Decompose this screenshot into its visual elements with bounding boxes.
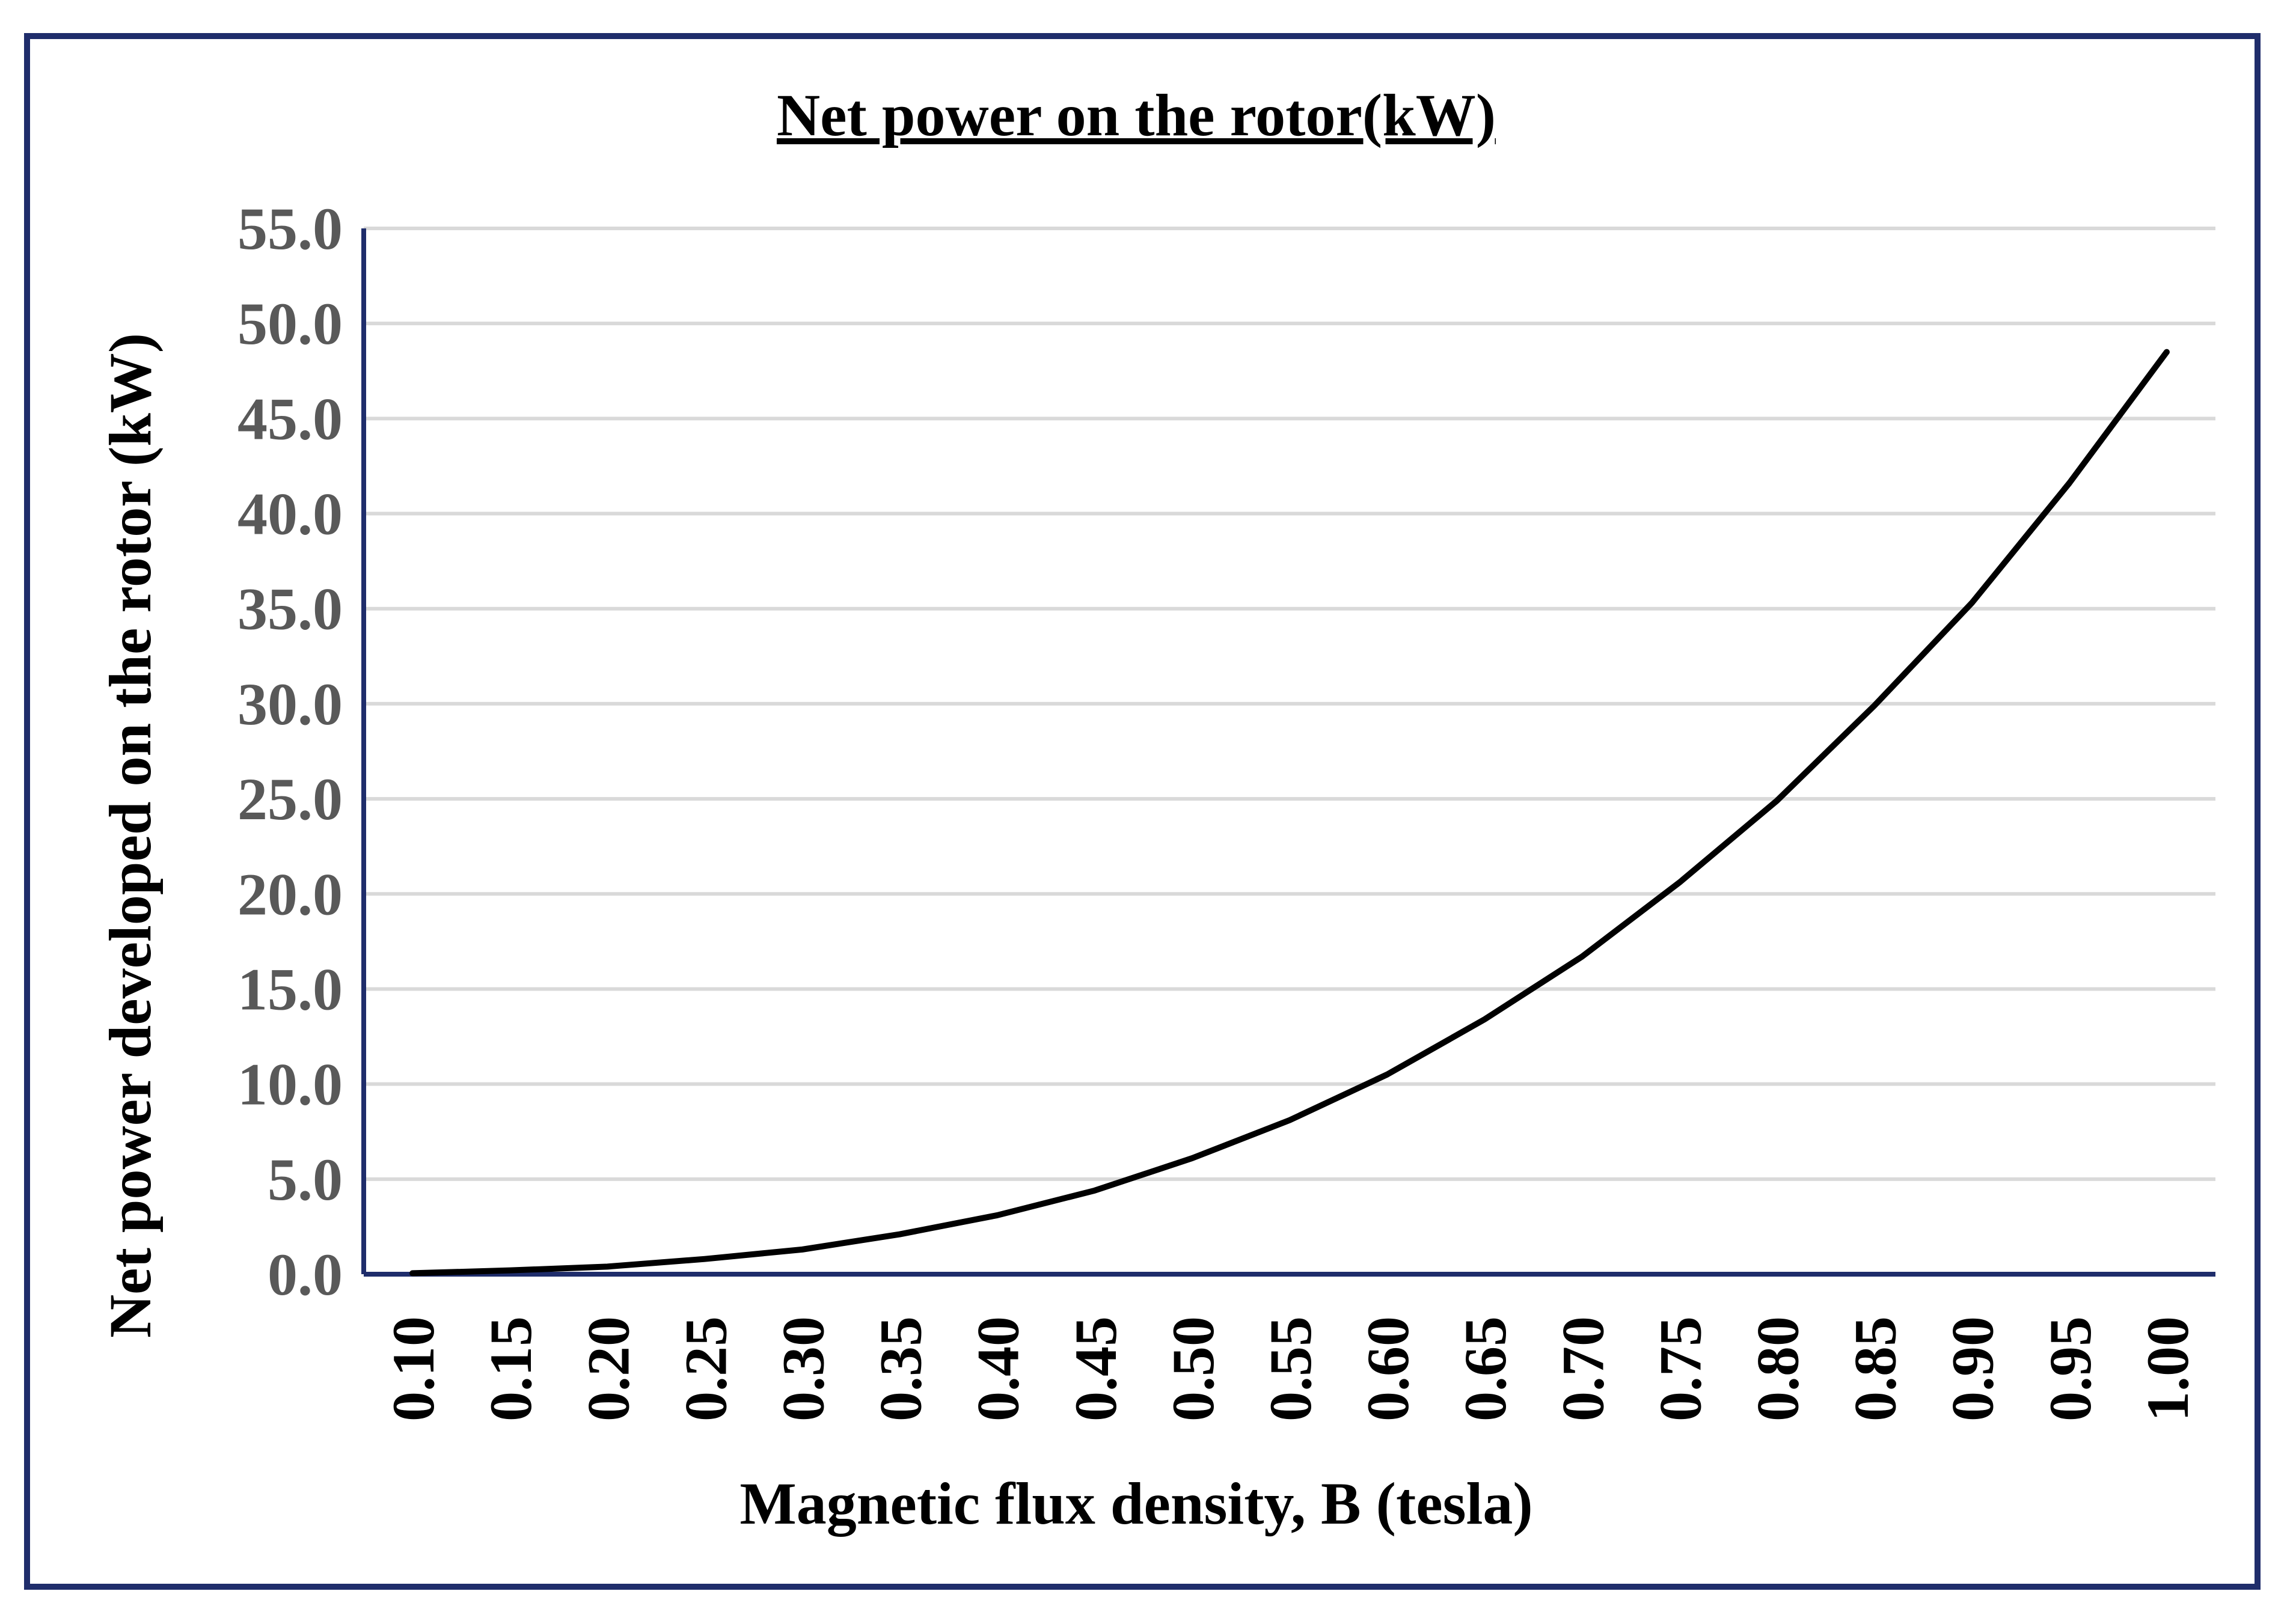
gridlines <box>364 227 2215 1181</box>
x-tick-label: 0.35 <box>868 1316 934 1421</box>
x-tick-label: 0.50 <box>1160 1316 1226 1421</box>
x-axis-ticks: 0.10 0.15 0.20 0.25 0.30 0.35 0.40 0.45 0.50 0.55… <box>380 1316 2201 1421</box>
y-tick-label: 10.0 <box>237 1051 343 1118</box>
x-tick-label: 0.30 <box>770 1316 836 1421</box>
y-axis-title: Net power developed on the rotor (kW) <box>97 333 164 1338</box>
y-tick-label: 50.0 <box>237 290 343 357</box>
y-tick-label: 35.0 <box>237 576 343 643</box>
x-tick-label: 0.40 <box>965 1316 1032 1421</box>
y-tick-label: 55.0 <box>237 195 343 262</box>
x-tick-label: 0.95 <box>2037 1316 2104 1421</box>
x-tick-label: 0.90 <box>1939 1316 2006 1421</box>
y-tick-label: 45.0 <box>237 385 343 452</box>
y-tick-label: 30.0 <box>237 671 343 737</box>
chart-title: Net power on the rotor(kW) <box>777 82 1496 148</box>
x-tick-label: 0.10 <box>380 1316 447 1421</box>
x-tick-label: 0.85 <box>1842 1316 1909 1421</box>
series-line <box>409 349 2170 1277</box>
x-tick-label: 0.55 <box>1257 1316 1324 1421</box>
x-tick-label: 0.60 <box>1355 1316 1421 1421</box>
y-tick-label: 5.0 <box>268 1146 343 1213</box>
y-tick-label: 40.0 <box>237 481 343 548</box>
series <box>409 349 2170 1277</box>
x-tick-label: 0.75 <box>1647 1316 1713 1421</box>
x-tick-label: 0.15 <box>477 1316 544 1421</box>
chart-frame <box>24 33 2261 1590</box>
x-tick-label: 0.20 <box>575 1316 641 1421</box>
x-tick-label: 0.80 <box>1745 1316 1811 1421</box>
x-tick-label: 0.70 <box>1549 1316 1616 1421</box>
y-tick-label: 20.0 <box>237 861 343 927</box>
x-tick-label: 0.25 <box>672 1316 739 1421</box>
x-tick-label: 0.45 <box>1062 1316 1129 1421</box>
x-tick-label: 0.65 <box>1452 1316 1519 1421</box>
axes <box>361 228 2215 1277</box>
x-axis-title: Magnetic flux density, B (tesla) <box>739 1470 1532 1537</box>
y-axis-ticks: 0.0 5.0 10.0 15.0 20.0 25.0 30.0 35.0 40.0 45.0 50… <box>237 195 343 1308</box>
y-tick-label: 25.0 <box>237 766 343 832</box>
y-tick-label: 0.0 <box>268 1241 343 1308</box>
x-tick-label: 1.00 <box>2134 1316 2201 1421</box>
y-tick-label: 15.0 <box>237 956 343 1022</box>
